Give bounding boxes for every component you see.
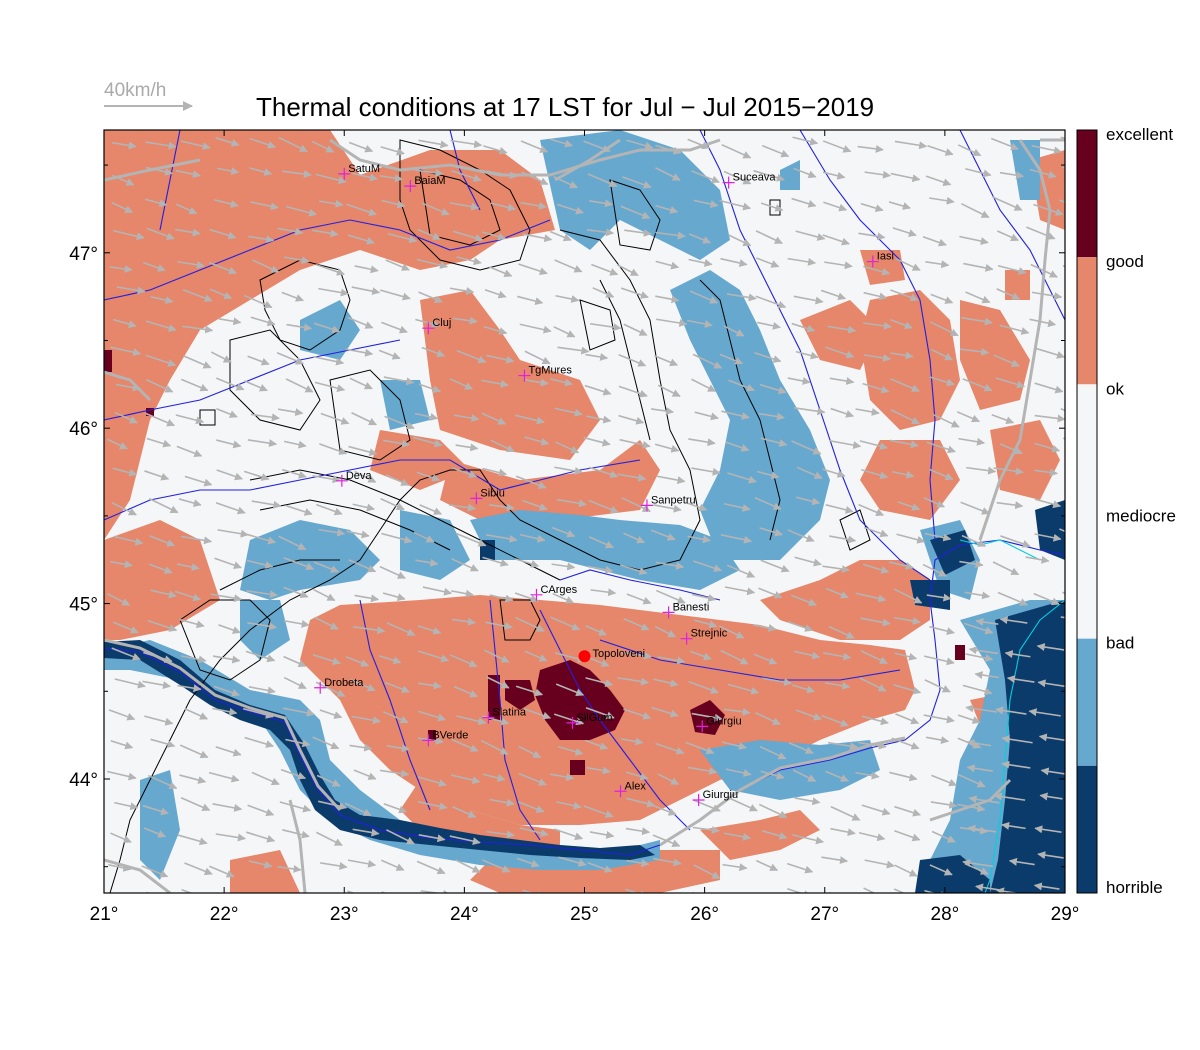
wind-arrow bbox=[653, 894, 678, 905]
topoloveni-marker bbox=[579, 650, 591, 662]
legend-label: ok bbox=[1106, 379, 1124, 398]
city-label: Slatina bbox=[492, 707, 527, 719]
wind-arrow bbox=[550, 894, 577, 900]
y-tick-label: 46° bbox=[69, 419, 98, 440]
wind-arrow bbox=[692, 893, 722, 903]
legend-label: excellent bbox=[1106, 125, 1173, 144]
city-label: Strejnic bbox=[691, 628, 728, 640]
legend-label: horrible bbox=[1106, 878, 1163, 897]
longitude-ticks: 21° 22° 23° 24° 25° 26° 27° 28° 29° bbox=[90, 904, 1080, 925]
x-tick-label: 21° bbox=[90, 904, 119, 925]
city-label: SatuM bbox=[348, 163, 380, 175]
city-label: TgMures bbox=[528, 365, 572, 377]
y-tick-label: 45° bbox=[69, 595, 98, 616]
wind-arrow bbox=[965, 894, 991, 905]
topoloveni-label: Topoloveni bbox=[593, 648, 646, 660]
city-label: Suceava bbox=[733, 172, 777, 184]
colorbar-segment bbox=[1077, 512, 1097, 639]
x-tick-label: 28° bbox=[931, 904, 960, 925]
colorbar-segment bbox=[1077, 130, 1097, 257]
legend-label: good bbox=[1106, 252, 1144, 271]
city-label: BVerde bbox=[432, 729, 468, 741]
city-label: CArges bbox=[540, 584, 577, 596]
wind-arrow bbox=[244, 896, 266, 900]
wind-arrow bbox=[277, 895, 306, 900]
x-tick-label: 25° bbox=[570, 904, 599, 925]
colorbar-segment bbox=[1077, 766, 1097, 893]
colorbar-legend: excellent good ok mediocre bad horrible bbox=[1077, 125, 1176, 897]
city-label: Giurgiu bbox=[706, 715, 741, 727]
city-label: Banesti bbox=[673, 601, 710, 613]
city-label: Sibiu bbox=[480, 487, 504, 499]
colorbar-segment bbox=[1077, 384, 1097, 511]
latitude-ticks: 44° 45° 46° 47° bbox=[69, 244, 98, 791]
map-area bbox=[104, 130, 1099, 907]
y-tick-label: 47° bbox=[69, 244, 98, 265]
city-label: SilGum bbox=[576, 712, 612, 724]
city-label: Sanpetru bbox=[651, 494, 696, 506]
legend-label: bad bbox=[1106, 634, 1134, 653]
legend-label: mediocre bbox=[1106, 507, 1176, 526]
x-tick-label: 26° bbox=[690, 904, 719, 925]
x-tick-label: 27° bbox=[810, 904, 839, 925]
city-label: Drobeta bbox=[324, 677, 364, 689]
x-tick-label: 29° bbox=[1051, 904, 1080, 925]
city-label: Deva bbox=[346, 470, 373, 482]
y-tick-label: 44° bbox=[69, 770, 98, 791]
city-label: Alex bbox=[625, 780, 647, 792]
x-tick-label: 24° bbox=[450, 904, 479, 925]
x-tick-label: 23° bbox=[330, 904, 359, 925]
city-label: BaiaM bbox=[414, 175, 445, 187]
thermal-map-figure: 21° 22° 23° 24° 25° 26° 27° 28° 29° 44° 45° 46° 47°… bbox=[0, 0, 1200, 1050]
colorbar-segment bbox=[1077, 639, 1097, 766]
city-label: Giurgiu bbox=[703, 789, 738, 801]
wind-arrow bbox=[313, 894, 340, 901]
wind-arrow bbox=[758, 894, 782, 902]
city-label: Iasi bbox=[877, 251, 894, 263]
x-tick-label: 22° bbox=[210, 904, 239, 925]
wind-arrow bbox=[454, 895, 476, 898]
city-label: Cluj bbox=[432, 317, 451, 329]
wind-arrow bbox=[481, 896, 502, 905]
wind-arrow bbox=[725, 894, 750, 904]
colorbar-segment bbox=[1077, 257, 1097, 384]
wind-arrow bbox=[592, 894, 621, 899]
